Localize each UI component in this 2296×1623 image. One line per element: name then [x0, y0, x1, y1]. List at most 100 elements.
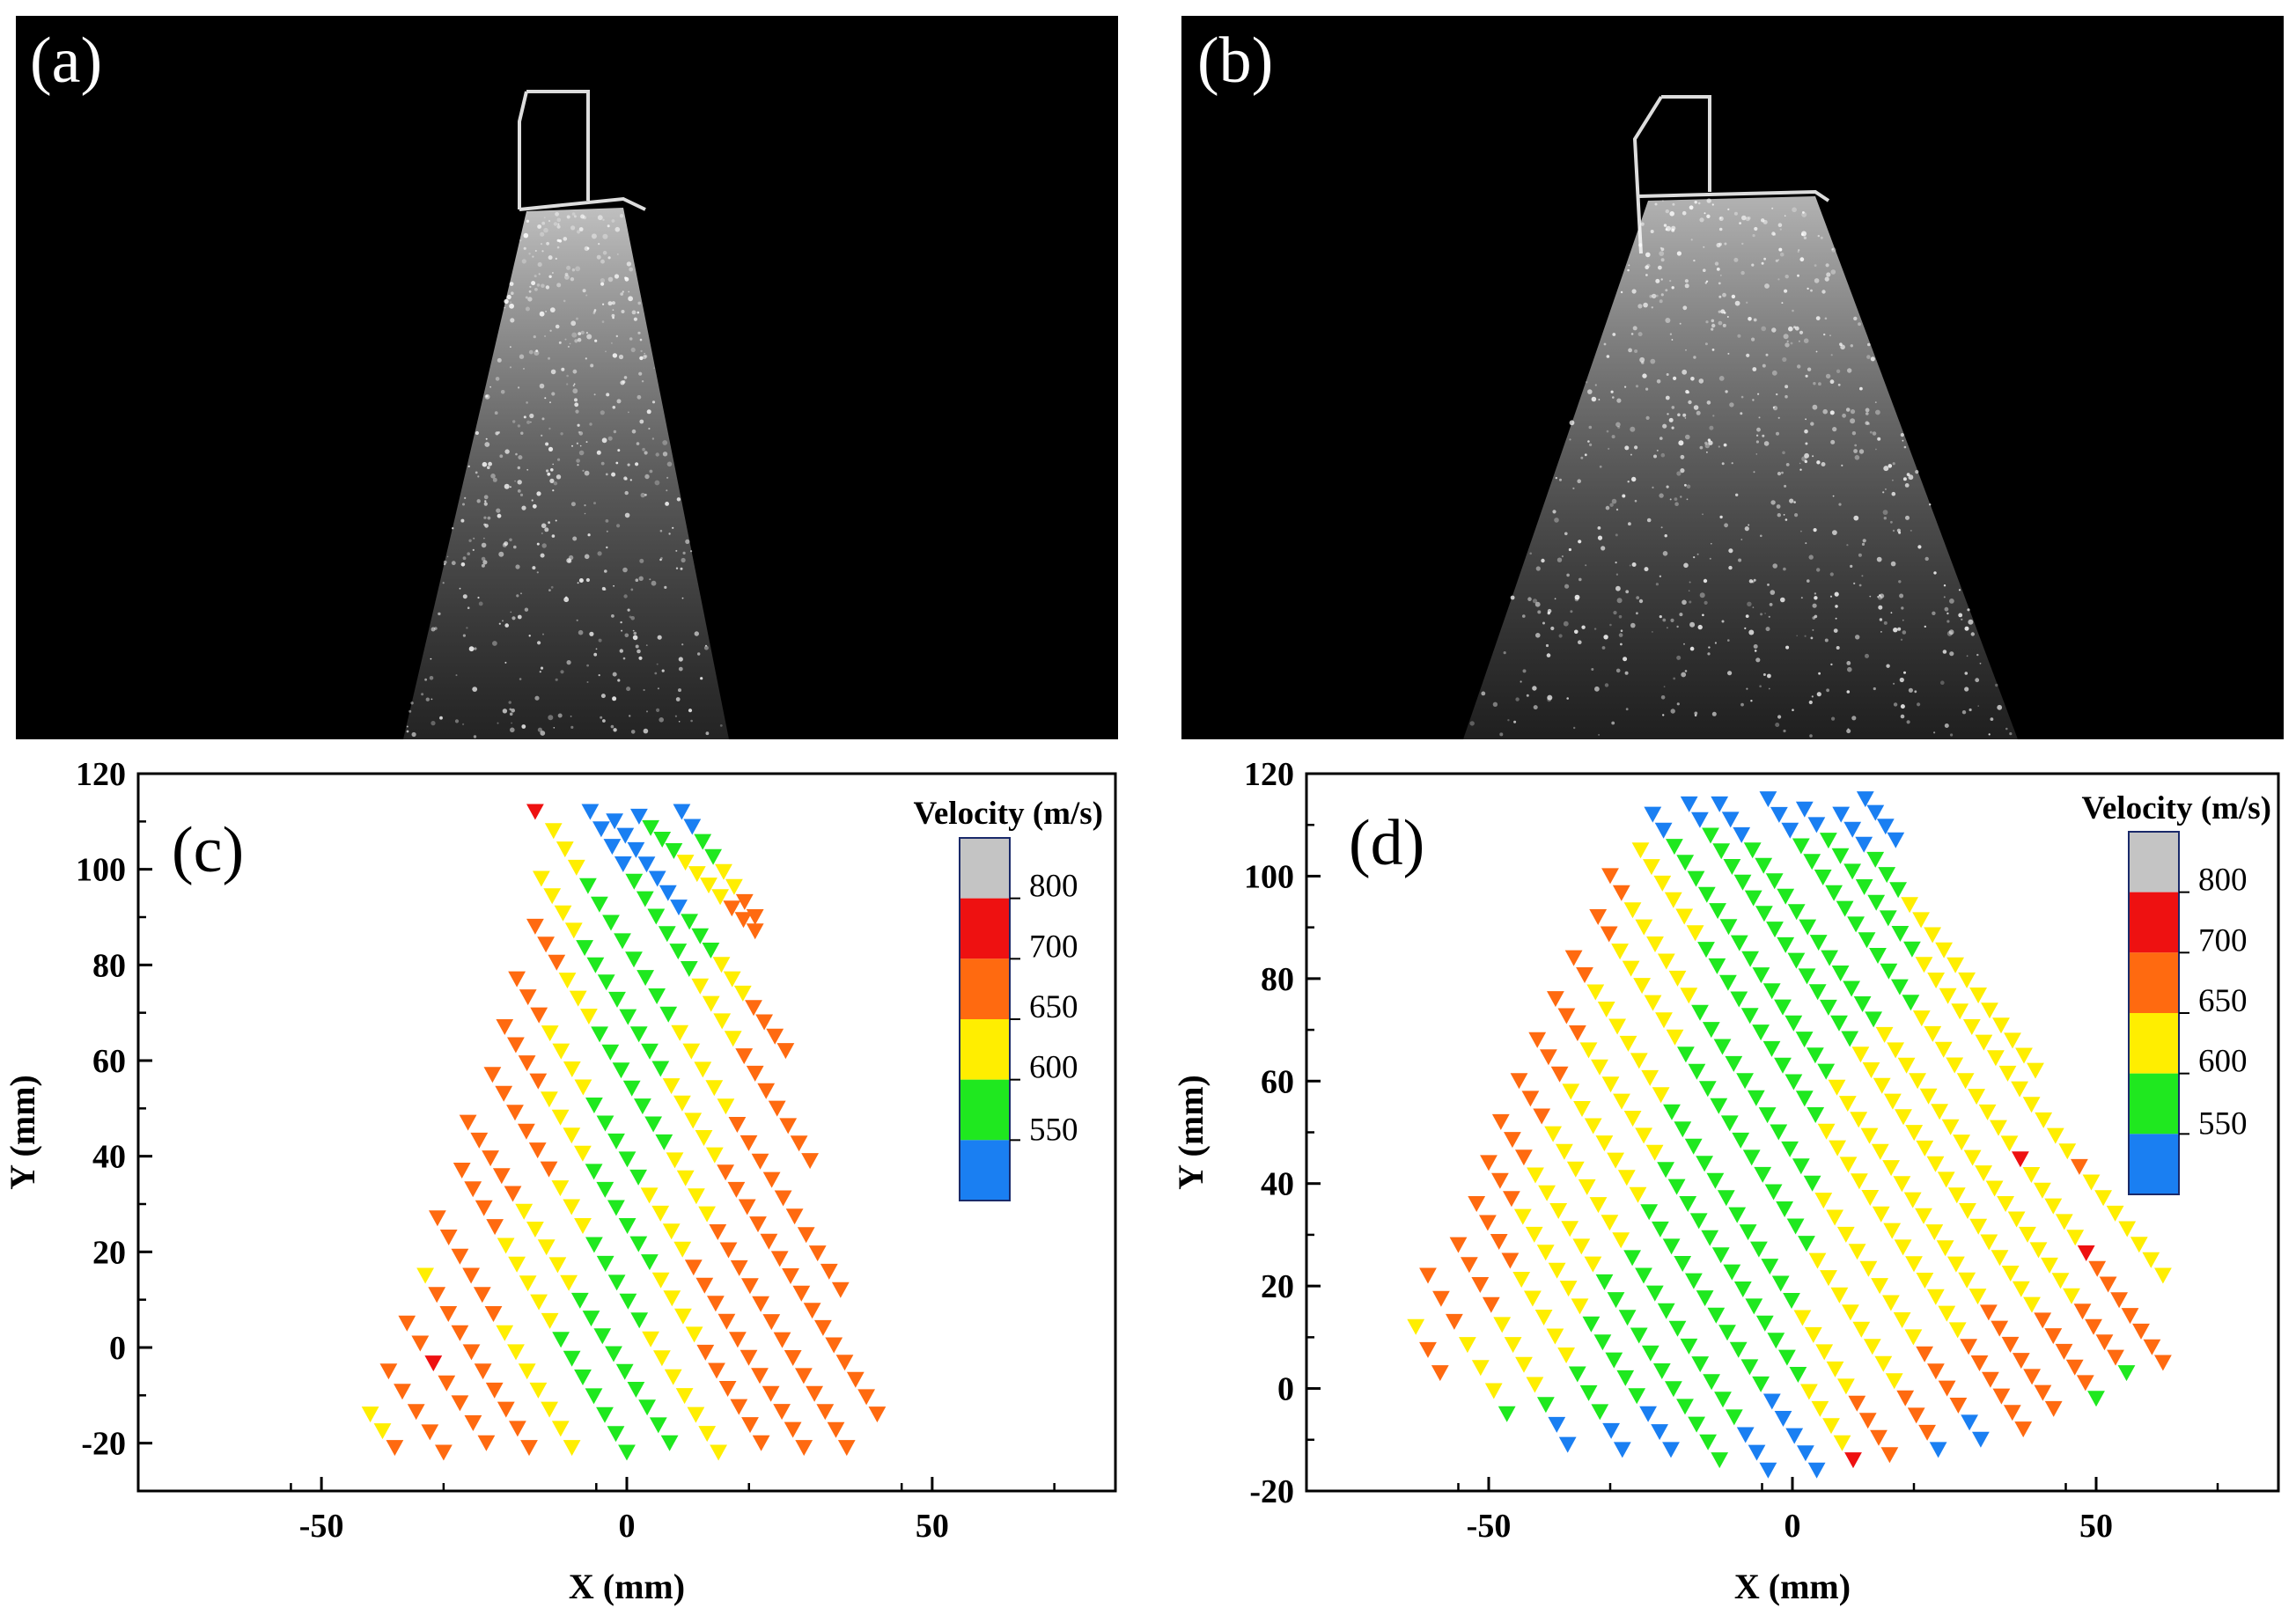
velocity-marker [658, 926, 676, 943]
droplet [1866, 355, 1871, 359]
droplet [1764, 613, 1766, 614]
velocity-marker [1817, 1063, 1836, 1080]
droplet [534, 350, 540, 356]
droplet [1554, 518, 1559, 523]
droplet [624, 633, 629, 638]
velocity-marker [1866, 804, 1885, 821]
velocity-marker [634, 1098, 651, 1115]
velocity-line-2 [379, 1363, 453, 1461]
droplet [1645, 387, 1649, 391]
velocity-marker [1561, 1221, 1579, 1237]
colorbar-label: 800 [1029, 869, 1078, 905]
droplet [498, 622, 501, 625]
droplet [1792, 309, 1794, 312]
droplet [1777, 472, 1782, 476]
velocity-marker [647, 908, 666, 925]
droplet [571, 212, 576, 216]
velocity-marker [1882, 1160, 1900, 1177]
velocity-marker [1702, 827, 1719, 844]
velocity-marker [1521, 1091, 1540, 1107]
velocity-marker [563, 1199, 581, 1215]
droplet [1670, 618, 1674, 623]
droplet [1638, 599, 1644, 604]
velocity-marker [1959, 1203, 1976, 1219]
droplet [625, 477, 628, 481]
velocity-marker [2063, 1288, 2080, 1304]
droplet [519, 239, 522, 242]
droplet [586, 681, 589, 683]
velocity-marker [2023, 1296, 2041, 1313]
velocity-marker [1792, 838, 1810, 855]
droplet [1829, 572, 1834, 576]
droplet [607, 256, 611, 260]
droplet [1751, 263, 1755, 267]
velocity-marker [1623, 1111, 1642, 1127]
droplet [462, 503, 465, 506]
velocity-marker [1628, 1388, 1646, 1405]
droplet [1771, 370, 1777, 376]
droplet [1755, 657, 1761, 663]
velocity-marker [1891, 926, 1910, 942]
velocity-marker [1958, 972, 1976, 988]
droplet [645, 644, 648, 646]
velocity-marker [1680, 1338, 1698, 1355]
droplet [1754, 650, 1757, 652]
velocity-marker [770, 1251, 789, 1267]
velocity-marker [1630, 1053, 1648, 1069]
droplet [1900, 433, 1904, 437]
droplet [1794, 513, 1799, 518]
velocity-marker [1777, 888, 1795, 905]
droplet [487, 516, 491, 520]
velocity-marker [857, 1389, 875, 1406]
velocity-marker [1752, 967, 1770, 984]
velocity-line-6 [1491, 1113, 1729, 1469]
droplet [518, 455, 523, 460]
velocity-marker [526, 804, 544, 820]
velocity-marker [659, 885, 677, 901]
droplet [619, 649, 623, 653]
velocity-marker [1871, 1143, 1889, 1160]
droplet [518, 386, 520, 389]
velocity-marker [1631, 842, 1650, 859]
velocity-marker [1903, 941, 1921, 958]
droplet [564, 275, 570, 280]
droplet [1890, 612, 1893, 614]
droplet [442, 582, 445, 584]
droplet [1634, 499, 1637, 503]
velocity-marker [1666, 1029, 1684, 1046]
droplet [1932, 611, 1936, 615]
velocity-marker [482, 1150, 499, 1167]
velocity-marker [1809, 935, 1828, 951]
droplet [430, 698, 433, 701]
droplet [425, 697, 430, 701]
droplet [443, 562, 446, 566]
velocity-marker [1803, 854, 1821, 870]
velocity-marker [1684, 1138, 1703, 1155]
droplet [1711, 327, 1714, 331]
droplet [549, 478, 555, 484]
droplet [1800, 530, 1802, 532]
droplet [705, 731, 710, 736]
droplet [1669, 498, 1672, 501]
velocity-marker [640, 1187, 659, 1204]
droplet [705, 644, 707, 647]
velocity-marker [1576, 967, 1593, 983]
velocity-marker [625, 951, 643, 968]
velocity-marker [1740, 1359, 1759, 1376]
velocity-marker [496, 1019, 514, 1035]
droplet [607, 276, 614, 283]
droplet [1900, 704, 1905, 709]
droplet [1775, 723, 1780, 727]
velocity-marker [709, 1224, 727, 1240]
droplet [662, 440, 668, 445]
droplet [578, 450, 585, 456]
droplet [1958, 613, 1963, 618]
velocity-marker [1841, 1031, 1859, 1047]
velocity-marker [1710, 1098, 1728, 1114]
droplet [1615, 585, 1621, 591]
droplet [1808, 554, 1814, 560]
velocity-marker [1820, 1270, 1837, 1287]
droplet [1752, 399, 1755, 401]
velocity-marker [1526, 1377, 1544, 1393]
y-tick-label: 40 [92, 1139, 126, 1176]
